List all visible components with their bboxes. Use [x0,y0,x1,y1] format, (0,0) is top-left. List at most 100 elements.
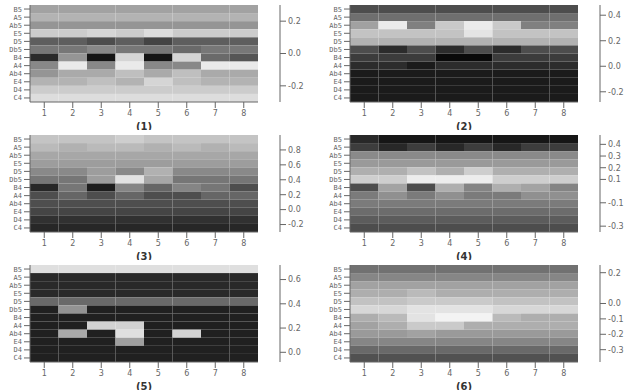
svg-text:0.6: 0.6 [288,275,301,284]
svg-text:0.1: 0.1 [608,175,621,184]
svg-text:B5: B5 [14,6,22,14]
svg-text:6: 6 [184,239,189,248]
svg-text:Ab5: Ab5 [329,152,342,160]
svg-text:-0.2: -0.2 [608,330,624,339]
svg-text:A4: A4 [14,62,22,70]
svg-text:E5: E5 [14,160,22,168]
svg-text:B5: B5 [334,266,342,274]
svg-text:Db5: Db5 [329,46,342,54]
svg-text:B4: B4 [14,314,22,322]
svg-text:0.0: 0.0 [288,49,301,58]
svg-text:Ab4: Ab4 [329,70,342,78]
svg-text:7: 7 [213,239,218,248]
svg-text:8: 8 [561,109,566,118]
svg-text:8: 8 [561,369,566,378]
svg-text:D5: D5 [334,168,342,176]
svg-text:2: 2 [70,109,75,118]
svg-text:2: 2 [390,109,395,118]
svg-text:3: 3 [99,369,104,378]
svg-text:Ab4: Ab4 [9,330,22,338]
svg-text:7: 7 [533,369,538,378]
svg-text:1: 1 [42,109,47,118]
svg-text:C4: C4 [334,94,342,102]
svg-text:E4: E4 [14,208,22,216]
svg-text:-0.1: -0.1 [608,315,624,324]
svg-text:3: 3 [99,239,104,248]
svg-text:8: 8 [241,369,246,378]
svg-text:E5: E5 [334,290,342,298]
svg-text:8: 8 [241,109,246,118]
svg-text:0.2: 0.2 [288,191,301,200]
svg-text:D5: D5 [334,298,342,306]
svg-text:Ab5: Ab5 [9,282,22,290]
svg-text:5: 5 [156,239,161,248]
svg-text:D4: D4 [14,216,22,224]
svg-text:A5: A5 [334,274,342,282]
svg-text:Db5: Db5 [329,306,342,314]
svg-text:C4: C4 [334,354,342,362]
svg-text:-0.3: -0.3 [608,222,624,231]
svg-text:0.4: 0.4 [608,140,621,149]
svg-text:0.2: 0.2 [608,269,621,278]
svg-text:A4: A4 [334,192,342,200]
svg-text:0.2: 0.2 [288,324,301,333]
svg-text:4: 4 [447,239,452,248]
svg-text:8: 8 [241,239,246,248]
svg-text:4: 4 [127,369,132,378]
svg-text:C4: C4 [14,224,22,232]
svg-text:-0.2: -0.2 [608,88,624,97]
svg-text:B4: B4 [334,314,342,322]
svg-text:A4: A4 [334,62,342,70]
svg-text:0.0: 0.0 [608,62,621,71]
svg-text:2: 2 [70,239,75,248]
svg-text:D5: D5 [334,38,342,46]
svg-text:C4: C4 [14,94,22,102]
svg-text:7: 7 [213,369,218,378]
svg-text:D4: D4 [334,346,342,354]
svg-text:D4: D4 [14,346,22,354]
svg-text:A5: A5 [334,14,342,22]
svg-text:0.0: 0.0 [608,299,621,308]
svg-text:B4: B4 [14,184,22,192]
svg-text:A4: A4 [14,322,22,330]
svg-text:0.2: 0.2 [608,164,621,173]
svg-text:D4: D4 [334,86,342,94]
svg-text:A5: A5 [14,274,22,282]
svg-text:5: 5 [476,369,481,378]
svg-text:E5: E5 [334,30,342,38]
svg-text:5: 5 [476,239,481,248]
svg-text:E4: E4 [334,208,342,216]
svg-text:-0.1: -0.1 [608,199,624,208]
svg-text:7: 7 [213,109,218,118]
svg-text:2: 2 [390,369,395,378]
svg-text:-0.2: -0.2 [288,82,304,91]
svg-text:Db5: Db5 [9,46,22,54]
svg-text:C4: C4 [334,224,342,232]
svg-text:0.6: 0.6 [288,161,301,170]
svg-text:Ab5: Ab5 [9,152,22,160]
svg-text:4: 4 [127,109,132,118]
svg-text:4: 4 [447,369,452,378]
svg-text:0.2: 0.2 [608,37,621,46]
svg-text:5: 5 [476,109,481,118]
svg-text:1: 1 [42,369,47,378]
svg-text:E5: E5 [14,290,22,298]
svg-text:-0.3: -0.3 [608,346,624,355]
svg-text:0.0: 0.0 [288,205,301,214]
svg-text:A5: A5 [334,144,342,152]
svg-text:0.4: 0.4 [608,11,621,20]
svg-text:6: 6 [184,109,189,118]
svg-text:B4: B4 [334,184,342,192]
svg-text:Ab5: Ab5 [329,282,342,290]
svg-text:6: 6 [504,369,509,378]
svg-text:A5: A5 [14,144,22,152]
svg-text:E5: E5 [334,160,342,168]
svg-text:5: 5 [156,109,161,118]
svg-text:C4: C4 [14,354,22,362]
svg-text:8: 8 [561,239,566,248]
svg-text:B5: B5 [14,266,22,274]
svg-text:E4: E4 [14,338,22,346]
svg-text:0.3: 0.3 [608,152,621,161]
svg-text:7: 7 [533,239,538,248]
svg-text:E4: E4 [334,78,342,86]
